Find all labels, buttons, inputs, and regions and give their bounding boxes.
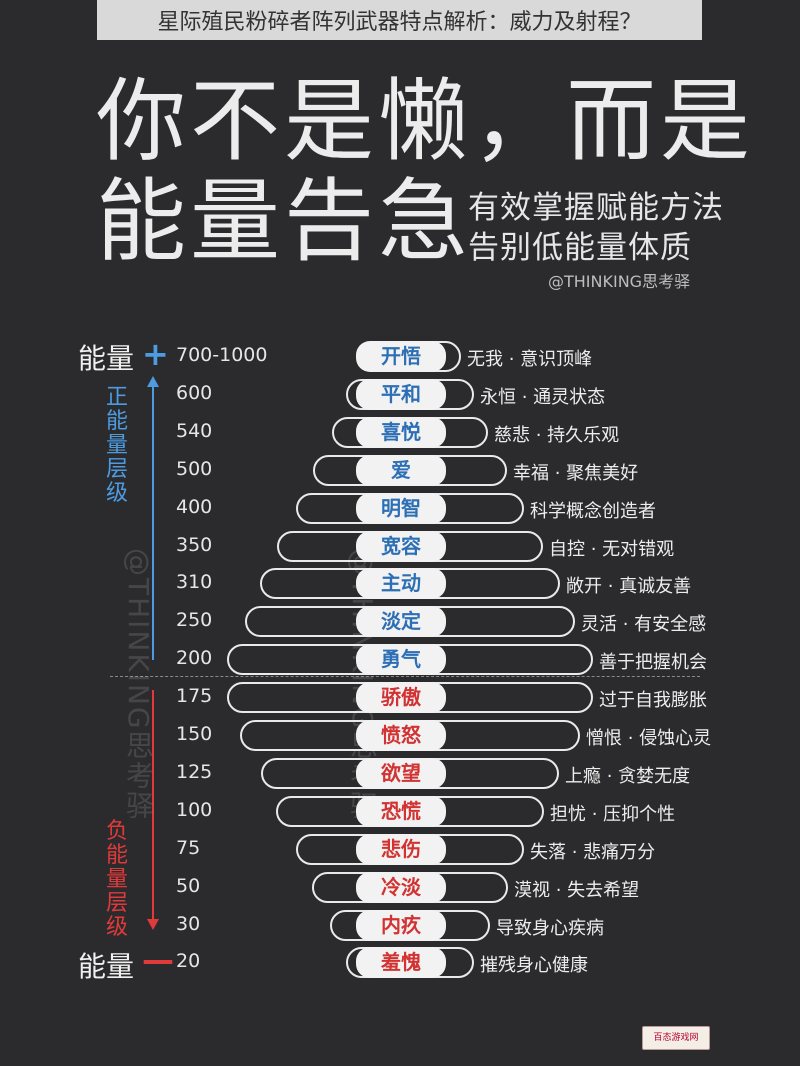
level-description: 永恒 · 通灵状态 (480, 387, 606, 408)
plus-icon: + (142, 335, 169, 373)
level-description: 上瘾 · 贪婪无度 (565, 766, 691, 787)
level-name: 明智 (356, 493, 446, 524)
level-name: 欲望 (356, 758, 446, 789)
level-description: 过于自我膨胀 (599, 690, 707, 711)
poster-title-line2: 能量告急 (96, 169, 472, 274)
negative-axis-line (152, 690, 154, 920)
level-description: 漠视 · 失去希望 (514, 880, 640, 901)
positive-energy-label: 正能量层级 (105, 385, 128, 506)
level-name: 骄傲 (356, 682, 446, 713)
level-description: 无我 · 意识顶峰 (467, 349, 593, 370)
level-value: 700-1000 (176, 344, 268, 366)
level-name: 恐慌 (356, 796, 446, 827)
arrow-down-icon (147, 919, 159, 930)
positive-axis-line (152, 385, 154, 660)
level-name: 冷淡 (356, 872, 446, 903)
level-description: 自控 · 无对错观 (549, 539, 675, 560)
level-value: 350 (176, 534, 213, 556)
level-divider (110, 676, 700, 677)
level-name: 勇气 (356, 644, 446, 675)
energy-label-top: 能量 (78, 342, 135, 375)
author-credit: @THINKING思考驿 (548, 272, 691, 291)
minus-icon: — (142, 941, 174, 979)
arrow-up-icon (147, 376, 159, 387)
watermark: @THINKING思考驿 (122, 548, 155, 821)
level-value: 200 (176, 647, 213, 669)
level-description: 憎恨 · 侵蚀心灵 (586, 728, 712, 749)
level-name: 喜悦 (356, 417, 446, 448)
level-description: 导致身心疾病 (496, 918, 604, 939)
level-name: 平和 (356, 379, 446, 410)
level-description: 善于把握机会 (599, 652, 707, 673)
poster-title-line1: 你不是懒，而是 (96, 69, 754, 174)
level-name: 爱 (356, 455, 446, 486)
level-description: 失落 · 悲痛万分 (530, 842, 656, 863)
level-name: 开悟 (356, 341, 446, 372)
level-name: 淡定 (356, 606, 446, 637)
level-value: 100 (176, 799, 213, 821)
level-description: 灵活 · 有安全感 (581, 614, 707, 635)
level-description: 科学概念创造者 (530, 501, 656, 522)
level-description: 摧残身心健康 (480, 955, 588, 976)
level-value: 75 (176, 837, 201, 859)
level-name: 宽容 (356, 531, 446, 562)
level-value: 125 (176, 761, 213, 783)
level-description: 敞开 · 真诚友善 (566, 576, 692, 597)
level-name: 内疚 (356, 910, 446, 941)
level-value: 400 (176, 496, 213, 518)
level-value: 175 (176, 685, 213, 707)
level-name: 主动 (356, 568, 446, 599)
level-name: 愤怒 (356, 720, 446, 751)
negative-energy-label: 负能量层级 (105, 819, 128, 940)
level-value: 500 (176, 458, 213, 480)
level-value: 50 (176, 875, 201, 897)
level-description: 幸福 · 聚焦美好 (513, 463, 639, 484)
poster-subtitle-line1: 有效掌握赋能方法 (468, 190, 724, 226)
level-value: 600 (176, 382, 213, 404)
level-description: 担忧 · 压抑个性 (550, 804, 676, 825)
site-logo: 百态游戏网 (642, 1026, 710, 1050)
level-description: 慈悲 · 持久乐观 (494, 425, 620, 446)
poster-subtitle-line2: 告别低能量体质 (468, 230, 692, 266)
level-value: 250 (176, 609, 213, 631)
level-value: 540 (176, 420, 213, 442)
level-value: 150 (176, 723, 213, 745)
level-name: 羞愧 (356, 947, 446, 978)
level-value: 30 (176, 913, 201, 935)
level-name: 悲伤 (356, 834, 446, 865)
energy-label-bottom: 能量 (78, 950, 135, 983)
page-header-title: 星际殖民粉碎者阵列武器特点解析：威力及射程？ (97, 0, 702, 40)
level-value: 20 (176, 950, 201, 972)
level-value: 310 (176, 571, 213, 593)
